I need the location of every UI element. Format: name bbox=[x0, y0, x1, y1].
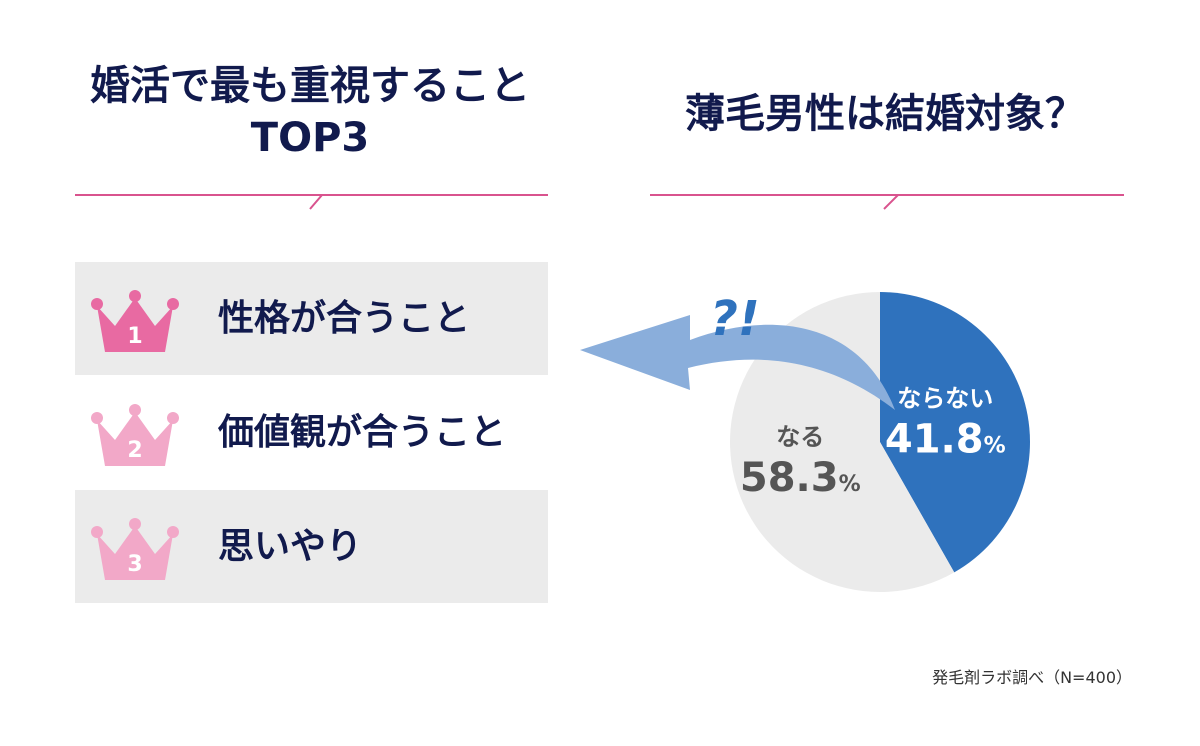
source-note: 発毛剤ラボ調べ（N=400） bbox=[932, 668, 1132, 687]
pie-slice-value: 41.8% bbox=[885, 417, 1006, 463]
pie-slice-2 bbox=[730, 292, 955, 592]
rank-item-1: 1 性格が合うこと bbox=[75, 262, 548, 375]
rank-number: 2 bbox=[127, 438, 142, 463]
rank-number: 1 bbox=[127, 324, 142, 349]
pie-slices bbox=[730, 292, 1030, 592]
pie-slice-label: なる bbox=[776, 423, 824, 451]
crown-icon: 2 bbox=[91, 404, 179, 466]
pie-labels: ならない 41.8% なる 58.3% bbox=[740, 385, 1006, 501]
pie-chart: ?! ならない 41.8% なる 58.3% bbox=[580, 291, 1030, 592]
right-title: 薄毛男性は結婚対象？ bbox=[685, 91, 1085, 137]
rank-label: 性格が合うこと bbox=[218, 298, 471, 339]
curved-arrow bbox=[580, 315, 895, 410]
rank-item-2: 2 価値観が合うこと bbox=[75, 376, 548, 489]
pie-slice-value: 58.3% bbox=[740, 455, 861, 501]
rank-label: 価値観が合うこと bbox=[218, 412, 507, 453]
left-title-line1: 婚活で最も重視すること bbox=[90, 63, 530, 109]
left-title: 婚活で最も重視すること TOP3 bbox=[60, 60, 560, 164]
pie-slice-label: ならない bbox=[897, 385, 993, 413]
rank-label: 思いやり bbox=[218, 526, 363, 567]
crown-icon: 3 bbox=[91, 518, 179, 580]
right-divider bbox=[650, 194, 1124, 210]
question-exclamation-icon: ?! bbox=[710, 291, 760, 347]
left-divider bbox=[75, 194, 548, 210]
crown-icon: 1 bbox=[91, 290, 179, 352]
pie-slice-1 bbox=[880, 292, 1030, 573]
rank-number: 3 bbox=[127, 552, 142, 577]
left-title-line2: TOP3 bbox=[250, 115, 370, 161]
rank-item-3: 3 思いやり bbox=[75, 490, 548, 603]
